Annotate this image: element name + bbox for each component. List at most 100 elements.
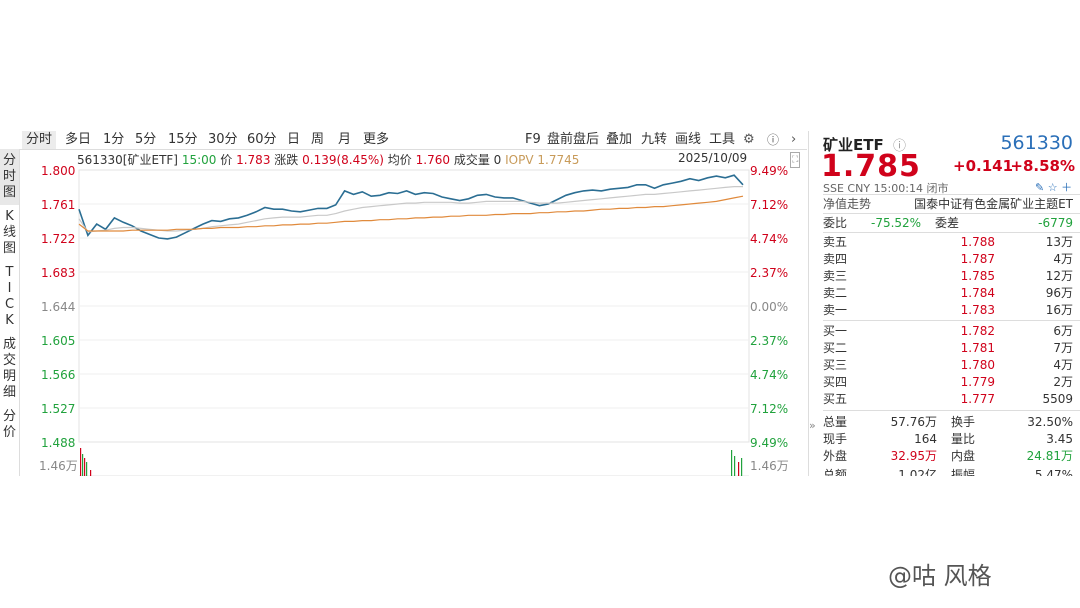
volume-tick: 1.46万 [750, 459, 789, 473]
tab-15min[interactable]: 15分 [168, 132, 198, 147]
price-change: +0.141 [953, 157, 1014, 175]
pre-post-market-button[interactable]: 盘前盘后 [547, 132, 600, 147]
volume-bar [731, 450, 733, 476]
info-time: 15:00 [181, 153, 217, 167]
pct-tick: 7.12% [750, 402, 789, 416]
draw-line-button[interactable]: 画线 [675, 132, 702, 147]
price-tick: 1.761 [41, 198, 76, 212]
volume-bar [90, 470, 92, 476]
watermark: @咕 风格 [888, 562, 992, 590]
pct-tick: 9.49% [750, 164, 789, 178]
last-price: 1.785 [821, 149, 921, 184]
price-tick: 1.605 [41, 334, 76, 348]
ask-row[interactable]: 卖五 1.788 13万 [823, 235, 1073, 249]
chart-toolbar: 分时 多日 1分 5分 15分 30分 60分 日 周 月 更多 F9 盘前盘后… [0, 131, 807, 150]
chevron-right-icon[interactable]: › [791, 132, 797, 147]
volume-bar [734, 456, 736, 476]
bid-row[interactable]: 买五 1.777 5509 [823, 392, 1073, 406]
quote-panel: 矿业ETF ⓘ 561330 1.785 +0.141 +8.58% SSE C… [808, 131, 1080, 476]
nav-trend-link[interactable]: 净值走势 [823, 197, 872, 211]
pct-tick: 2.37% [750, 266, 789, 280]
side-tab-trade-details[interactable]: 成交明细 [2, 337, 16, 400]
info-iopv: 1.7745 [537, 153, 580, 167]
price-tick: 1.527 [41, 402, 76, 416]
bid-row[interactable]: 买三 1.780 4万 [823, 358, 1073, 372]
fullscreen-icon[interactable]: ⛶ [790, 152, 801, 168]
weibi-row: 委比 -75.52% 委差 -6779 [823, 216, 1073, 230]
tab-week[interactable]: 周 [311, 132, 325, 147]
stat-row: 现手 164 量比 3.45 [823, 432, 1073, 446]
tab-more[interactable]: 更多 [363, 132, 390, 147]
bid-row[interactable]: 买二 1.781 7万 [823, 341, 1073, 355]
stat-row: 总量 57.76万 换手 32.50% [823, 415, 1073, 429]
ask-row[interactable]: 卖四 1.787 4万 [823, 252, 1073, 266]
price-tick: 1.722 [41, 232, 76, 246]
panel-tools: ✎ ☆ ＋ [1035, 179, 1072, 195]
chart-canvas [78, 169, 750, 476]
volume-bar [84, 458, 86, 476]
pct-tick: 2.37% [750, 334, 789, 348]
divider [823, 410, 1080, 411]
price-tick: 1.488 [41, 436, 76, 450]
stat-row: 总额 1.02亿 振幅 5.47% [823, 468, 1073, 476]
side-tab-price-volume[interactable]: 分价 [2, 409, 16, 440]
ask-row[interactable]: 卖二 1.784 96万 [823, 286, 1073, 300]
collapse-handle-icon[interactable]: » [809, 419, 816, 432]
add-icon[interactable]: ＋ [1061, 181, 1073, 194]
f9-button[interactable]: F9 [525, 132, 541, 147]
pct-tick: 0.00% [750, 300, 789, 314]
security-code: 561330[矿业ETF] [77, 153, 178, 167]
pct-tick: 4.74% [750, 368, 789, 382]
star-icon[interactable]: ☆ [1047, 181, 1058, 194]
pct-tick: 7.12% [750, 198, 789, 212]
ask-row[interactable]: 卖一 1.783 16万 [823, 303, 1073, 317]
volume-tick: 1.46万 [39, 459, 78, 473]
volume-bar [738, 462, 740, 476]
bid-row[interactable]: 买一 1.782 6万 [823, 324, 1073, 338]
tab-intraday[interactable]: 分时 [22, 131, 57, 149]
bid-row[interactable]: 买四 1.779 2万 [823, 375, 1073, 389]
nine-turn-button[interactable]: 九转 [641, 132, 668, 147]
tab-30min[interactable]: 30分 [208, 132, 238, 147]
weibi-value: -75.52% [871, 216, 922, 230]
help-icon[interactable]: ⓘ [767, 133, 780, 147]
tab-month[interactable]: 月 [338, 132, 352, 147]
market-status-line: SSE CNY 15:00:14 闭市 [823, 182, 949, 195]
divider [823, 194, 1080, 195]
chart-info-bar: 561330[矿业ETF] 15:00 价 1.783 涨跌 0.139(8.4… [77, 153, 580, 167]
ask-row[interactable]: 卖三 1.785 12万 [823, 269, 1073, 283]
security-name: 矿业ETF [823, 136, 884, 154]
info-avg: 1.760 [415, 153, 450, 167]
price-tick: 1.800 [41, 164, 76, 178]
tab-5min[interactable]: 5分 [135, 132, 157, 147]
tab-60min[interactable]: 60分 [247, 132, 277, 147]
nav-row: 净值走势 国泰中证有色金属矿业主题ET [823, 195, 1073, 213]
side-tab-intraday[interactable]: 分时图 [0, 149, 19, 205]
price-tick: 1.566 [41, 368, 76, 382]
stat-row: 外盘 32.95万 内盘 24.81万 [823, 449, 1073, 463]
price-change-pct: +8.58% [1010, 157, 1075, 175]
tab-day[interactable]: 日 [287, 132, 301, 147]
tab-multiday[interactable]: 多日 [65, 132, 92, 147]
volume-bar [741, 458, 743, 476]
divider [823, 232, 1080, 233]
overlay-button[interactable]: 叠加 [606, 132, 633, 147]
tools-button[interactable]: 工具 [709, 132, 736, 147]
stock-app: 分时 多日 1分 5分 15分 30分 60分 日 周 月 更多 F9 盘前盘后… [0, 131, 1080, 476]
intraday-chart: 561330[矿业ETF] 15:00 价 1.783 涨跌 0.139(8.4… [19, 149, 807, 476]
info-icon[interactable]: ⓘ [893, 139, 907, 154]
tab-1min[interactable]: 1分 [103, 132, 125, 147]
pen-icon[interactable]: ✎ [1035, 181, 1045, 194]
info-change: 0.139(8.45%) [302, 153, 384, 167]
pct-tick: 9.49% [750, 436, 789, 450]
gear-icon[interactable]: ⚙ [743, 132, 755, 147]
volume-bar [80, 448, 82, 476]
divider [823, 320, 1080, 321]
price-tick: 1.683 [41, 266, 76, 280]
pct-tick: 4.74% [750, 232, 789, 246]
volume-bar [86, 462, 88, 476]
info-volume: 0 [493, 153, 502, 167]
